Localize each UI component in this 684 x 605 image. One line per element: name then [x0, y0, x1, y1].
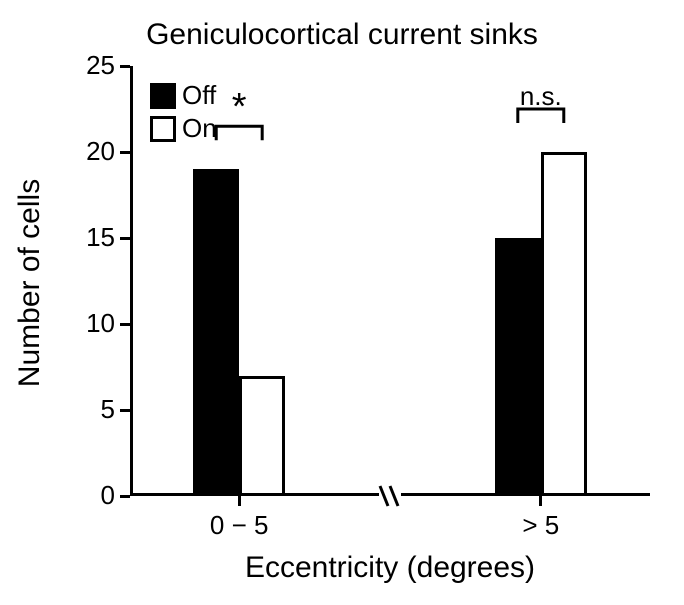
- significance-label: n.s.: [498, 81, 584, 112]
- x-tick-label: 0 − 5: [152, 510, 327, 541]
- y-tick: [120, 409, 130, 412]
- x-tick: [539, 496, 542, 506]
- y-tick-label: 5: [65, 394, 115, 425]
- x-tick: [238, 496, 241, 506]
- y-axis-label: Number of cells: [13, 68, 47, 498]
- y-tick: [120, 323, 130, 326]
- legend-label: On: [182, 113, 217, 144]
- y-tick: [120, 65, 130, 68]
- x-tick-label: > 5: [453, 510, 628, 541]
- legend-label: Off: [182, 80, 216, 111]
- y-tick-label: 25: [65, 50, 115, 81]
- legend-item: Off: [150, 80, 217, 111]
- legend: OffOn: [150, 80, 217, 146]
- y-tick: [120, 495, 130, 498]
- x-axis-label: Eccentricity (degrees): [130, 551, 650, 585]
- y-tick-label: 20: [65, 136, 115, 167]
- chart-title: Geniculocortical current sinks: [0, 18, 684, 52]
- chart-container: Geniculocortical current sinks Number of…: [0, 0, 684, 605]
- y-tick: [120, 151, 130, 154]
- y-tick-label: 10: [65, 308, 115, 339]
- y-tick-label: 15: [65, 222, 115, 253]
- legend-swatch: [150, 83, 176, 109]
- legend-item: On: [150, 113, 217, 144]
- y-tick: [120, 237, 130, 240]
- legend-swatch: [150, 116, 176, 142]
- y-tick-label: 0: [65, 480, 115, 511]
